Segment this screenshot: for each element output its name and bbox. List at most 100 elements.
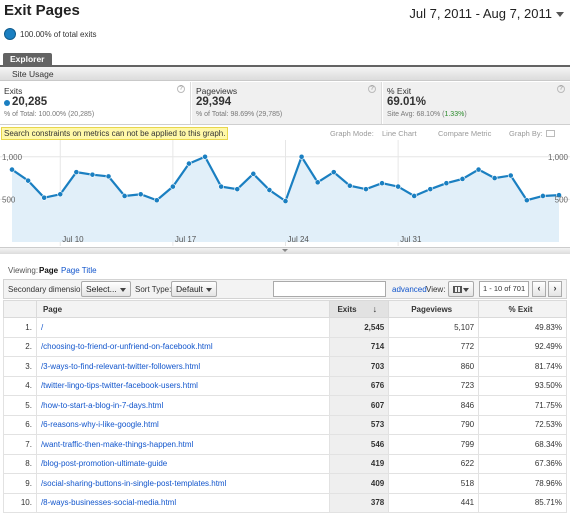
view-page-option[interactable]: Page <box>39 266 59 275</box>
page-link[interactable]: /8-ways-businesses-social-media.html <box>40 498 177 508</box>
data-point[interactable] <box>314 179 321 186</box>
data-point[interactable] <box>379 180 385 187</box>
tab-explorer[interactable]: Explorer <box>3 53 52 65</box>
compare-metric-option[interactable]: Compare Metric <box>438 129 492 138</box>
page-link[interactable]: /blog-post-promotion-ultimate-guide <box>40 459 168 469</box>
table-row: 4./twitter-lingo-tips-twitter-facebook-u… <box>3 375 567 396</box>
row-exit-percent: 85.71% <box>478 492 567 513</box>
page-link[interactable]: /twitter-lingo-tips-twitter-facebook-use… <box>40 381 198 391</box>
data-point[interactable] <box>234 186 241 193</box>
data-point[interactable] <box>169 183 176 190</box>
data-point[interactable] <box>57 191 64 198</box>
prev-page-button[interactable]: ‹ <box>532 281 546 297</box>
segment-pie-icon <box>4 28 16 40</box>
secondary-dimension-select[interactable]: Select... <box>81 281 131 297</box>
data-point[interactable] <box>218 183 225 190</box>
help-icon[interactable]: ? <box>557 85 565 93</box>
row-exit-percent: 81.74% <box>478 356 567 377</box>
help-icon[interactable]: ? <box>177 85 185 93</box>
data-point[interactable] <box>41 194 48 201</box>
row-exits: 2,545 <box>329 317 390 338</box>
row-exit-percent: 92.49% <box>478 336 567 357</box>
metric-exit-percent[interactable]: % Exit 69.01% Site Avg: 68.10% (1.33%) ? <box>383 82 570 124</box>
table-row: 10./8-ways-businesses-social-media.html 3… <box>3 492 567 513</box>
subtab-bar <box>0 67 570 81</box>
data-point[interactable] <box>443 180 450 187</box>
col-index <box>3 300 37 318</box>
page-link[interactable]: /3-ways-to-find-relevant-twitter-followe… <box>40 361 201 371</box>
data-point[interactable] <box>556 192 562 199</box>
col-exits[interactable]: Exits ↓ <box>329 300 390 318</box>
data-point[interactable] <box>395 183 402 190</box>
row-index: 10. <box>3 492 37 513</box>
data-point[interactable] <box>411 193 418 199</box>
y-tick-label-right: 500 <box>555 195 569 204</box>
metric-pageviews[interactable]: Pageviews 29,394 % of Total: 98.69% (29,… <box>192 82 382 124</box>
data-point[interactable] <box>491 175 498 181</box>
date-range-picker[interactable]: Jul 7, 2011 - Aug 7, 2011 <box>409 6 552 21</box>
data-point[interactable] <box>105 173 112 180</box>
data-point[interactable] <box>475 166 482 173</box>
table-search-input[interactable] <box>273 281 386 297</box>
table-body: 1./2,545 5,107 49.83% 2./choosing-to-friend… <box>3 317 567 513</box>
row-exits: 409 <box>329 473 390 494</box>
data-point[interactable] <box>137 191 144 198</box>
grip-icon[interactable] <box>282 249 288 252</box>
data-point[interactable] <box>507 172 514 179</box>
data-point[interactable] <box>121 193 128 199</box>
data-point[interactable] <box>9 166 15 173</box>
data-point[interactable] <box>202 153 208 160</box>
row-exits: 419 <box>329 453 390 474</box>
x-tick-label: Jul 24 <box>288 235 310 244</box>
data-point[interactable] <box>523 197 530 204</box>
table-row: 5./how-to-start-a-blog-in-7-days.html 607… <box>3 395 567 416</box>
data-point[interactable] <box>89 171 96 178</box>
data-point[interactable] <box>73 169 80 176</box>
data-point[interactable] <box>330 169 337 176</box>
data-point[interactable] <box>346 182 353 189</box>
next-page-button[interactable]: › <box>548 281 562 297</box>
y-tick-label-left: 1,000 <box>2 153 23 162</box>
page-link[interactable]: / <box>40 322 44 332</box>
subtab-site-usage[interactable]: Site Usage <box>12 69 54 79</box>
page-link[interactable]: /social-sharing-buttons-in-single-post-t… <box>40 478 227 488</box>
col-pageviews[interactable]: Pageviews <box>388 300 480 318</box>
help-icon[interactable]: ? <box>368 85 376 93</box>
sort-type-select[interactable]: Default <box>171 281 217 297</box>
page-link[interactable]: /choosing-to-friend-or-unfriend-on-faceb… <box>40 342 213 352</box>
page-link[interactable]: /want-traffic-then-make-things-happen.ht… <box>40 439 194 449</box>
table-row: 2./choosing-to-friend-or-unfriend-on-fac… <box>3 336 567 357</box>
line-chart-option[interactable]: Line Chart <box>382 129 417 138</box>
chart-points[interactable] <box>9 153 562 204</box>
sort-type-label: Sort Type: <box>135 285 172 294</box>
chevron-down-icon[interactable] <box>556 12 564 17</box>
row-exit-percent: 93.50% <box>478 375 567 396</box>
x-tick-label: Jul 10 <box>62 235 84 244</box>
calendar-icon[interactable] <box>546 130 555 137</box>
tab-strip-divider <box>0 65 570 67</box>
col-exit-percent[interactable]: % Exit <box>478 300 567 318</box>
data-point[interactable] <box>25 177 31 184</box>
data-point[interactable] <box>459 176 466 182</box>
graph-by-label[interactable]: Graph By: <box>509 129 543 138</box>
advanced-filter-link[interactable]: advanced <box>392 285 427 294</box>
page-link[interactable]: /how-to-start-a-blog-in-7-days.html <box>40 400 164 410</box>
metric-exits[interactable]: Exits 20,285 % of Total: 100.00% (20,285… <box>0 82 191 124</box>
data-point[interactable] <box>186 160 192 167</box>
grid-icon <box>453 286 462 293</box>
data-point[interactable] <box>298 153 305 160</box>
row-pageviews: 518 <box>388 473 480 494</box>
data-point[interactable] <box>282 198 289 204</box>
segment-percentage: 100.00% of total exits <box>20 30 97 39</box>
data-point[interactable] <box>427 186 434 193</box>
view-page-title-option[interactable]: Page Title <box>61 266 97 275</box>
page-link[interactable]: /6-reasons-why-i-like-google.html <box>40 420 159 430</box>
data-point[interactable] <box>153 197 160 204</box>
table-view-select[interactable] <box>448 281 474 297</box>
data-point[interactable] <box>250 170 257 177</box>
data-point[interactable] <box>266 187 273 193</box>
data-point[interactable] <box>540 193 546 199</box>
data-point[interactable] <box>363 186 369 193</box>
col-page[interactable]: Page <box>35 300 331 318</box>
select-value: Default <box>176 284 203 294</box>
